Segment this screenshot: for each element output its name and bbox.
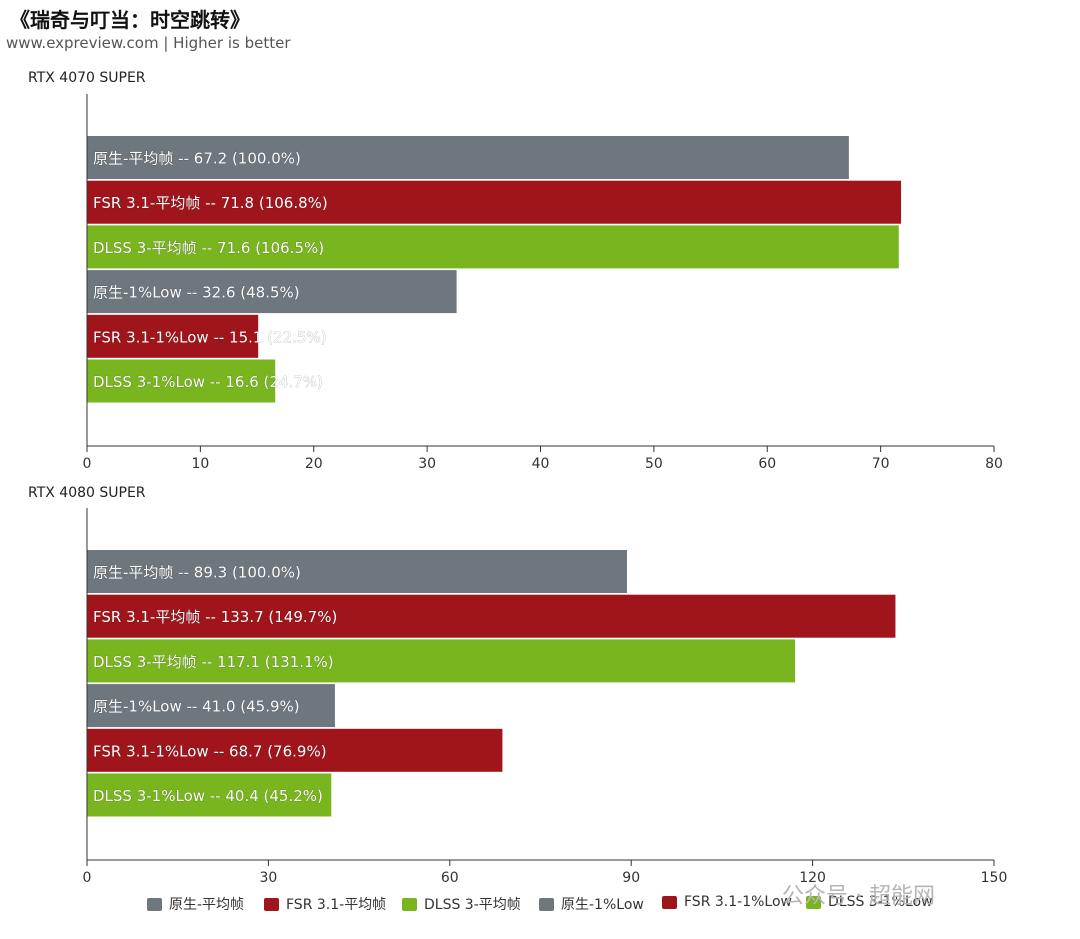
legend-item: DLSS 3-平均帧 <box>402 894 521 914</box>
x-tick-label: 0 <box>83 456 92 472</box>
x-tick-label: 80 <box>985 456 1003 472</box>
bar <box>87 180 902 224</box>
bar <box>87 594 896 638</box>
bar-label: DLSS 3-平均帧 -- 117.1 (131.1%) <box>93 653 334 671</box>
legend-item: 原生-平均帧 <box>147 894 244 914</box>
bar-label: FSR 3.1-平均帧 -- 133.7 (149.7%) <box>93 608 337 626</box>
bar <box>87 684 335 728</box>
x-tick-label: 20 <box>305 456 323 472</box>
x-tick-label: 60 <box>441 870 459 886</box>
chart-panel: RTX 4080 SUPER 原生-平均帧 -- 89.3 (100.0%) FSR… <box>28 485 1007 886</box>
panel-title: RTX 4070 SUPER <box>28 70 146 86</box>
bar-label: DLSS 3-1%Low -- 16.6 (24.7%) <box>93 373 323 391</box>
x-tick-label: 40 <box>532 456 550 472</box>
legend-swatch <box>402 897 417 911</box>
bar <box>87 639 796 683</box>
bar-label: FSR 3.1-1%Low -- 15.1 (22.5%) <box>93 328 327 346</box>
bar-label: 原生-平均帧 -- 89.3 (100.0%) <box>93 564 301 582</box>
legend-swatch <box>539 897 554 911</box>
bar-label: DLSS 3-平均帧 -- 71.6 (106.5%) <box>93 239 324 257</box>
bar <box>87 359 276 403</box>
legend-label: DLSS 3-1%Low <box>828 894 933 910</box>
legend-label: 原生-平均帧 <box>169 897 245 913</box>
x-tick-label: 60 <box>758 456 776 472</box>
chart-panel: RTX 4070 SUPER 原生-平均帧 -- 67.2 (100.0%) FSR… <box>28 70 1003 472</box>
bar-label: DLSS 3-1%Low -- 40.4 (45.2%) <box>93 787 323 805</box>
legend-label: 原生-1%Low <box>561 897 644 913</box>
x-tick-label: 120 <box>799 870 826 886</box>
bar-label: 原生-平均帧 -- 67.2 (100.0%) <box>93 150 301 168</box>
bar-label: 原生-1%Low -- 32.6 (48.5%) <box>93 284 300 302</box>
bar <box>87 270 457 314</box>
bar <box>87 728 503 772</box>
bar-label: 原生-1%Low -- 41.0 (45.9%) <box>93 698 300 716</box>
bar-label: FSR 3.1-1%Low -- 68.7 (76.9%) <box>93 742 327 760</box>
legend-item: DLSS 3-1%Low <box>806 894 933 910</box>
chart-title: 《瑞奇与叮当：时空跳转》 <box>10 8 250 32</box>
legend-label: FSR 3.1-1%Low <box>684 894 792 910</box>
panel-title: RTX 4080 SUPER <box>28 485 146 501</box>
bar <box>87 550 627 593</box>
x-tick-label: 90 <box>622 870 640 886</box>
legend-item: FSR 3.1-1%Low <box>662 894 792 910</box>
legend-swatch <box>806 895 821 909</box>
chart-subtitle: www.expreview.com | Higher is better <box>6 34 291 52</box>
bar-label: FSR 3.1-平均帧 -- 71.8 (106.8%) <box>93 194 328 212</box>
legend-item: FSR 3.1-平均帧 <box>264 894 386 914</box>
legend-swatch <box>662 895 677 909</box>
legend-swatch <box>147 897 162 911</box>
legend-label: FSR 3.1-平均帧 <box>286 897 387 913</box>
bar <box>87 136 849 179</box>
legend-item: 原生-1%Low <box>539 894 644 914</box>
x-tick-label: 150 <box>981 870 1008 886</box>
legend-swatch <box>264 897 279 911</box>
x-tick-label: 30 <box>418 456 436 472</box>
legend: 原生-平均帧 FSR 3.1-平均帧 DLSS 3-平均帧 原生-1%Low FSR 3… <box>0 894 1080 916</box>
x-tick-label: 50 <box>645 456 663 472</box>
bar <box>87 225 899 269</box>
x-tick-label: 70 <box>872 456 890 472</box>
x-tick-label: 30 <box>259 870 277 886</box>
x-tick-label: 0 <box>83 870 92 886</box>
bar <box>87 773 332 817</box>
watermark: 公众号 · 超能网 <box>782 884 935 909</box>
x-tick-label: 10 <box>191 456 209 472</box>
bar <box>87 314 259 358</box>
legend-label: DLSS 3-平均帧 <box>424 897 521 913</box>
